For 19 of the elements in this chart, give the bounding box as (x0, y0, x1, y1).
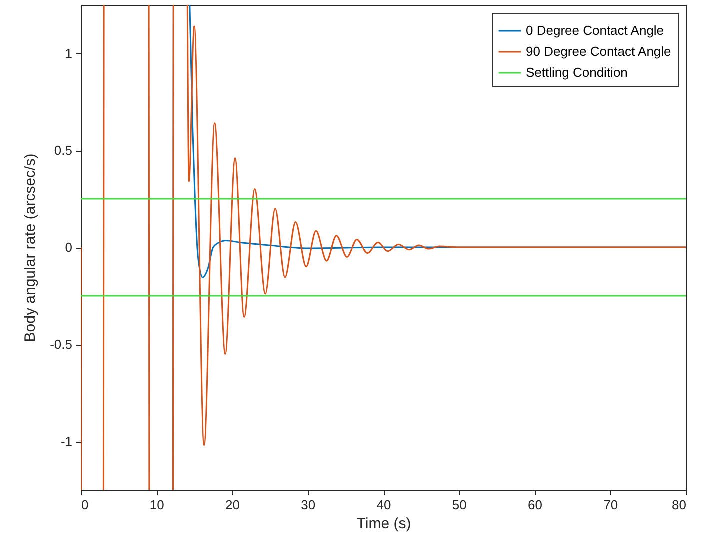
legend-label: 0 Degree Contact Angle (526, 23, 664, 38)
x-tick-label: 20 (226, 498, 240, 512)
x-tick-label: 70 (604, 498, 618, 512)
y-tick-label: -1 (60, 434, 72, 449)
x-tick-label: 0 (82, 498, 89, 512)
x-tick-label: 80 (672, 498, 686, 512)
x-tick-label: 50 (452, 498, 467, 512)
y-tick-label: 1 (65, 46, 72, 61)
x-tick-label: 40 (376, 498, 392, 512)
y-tick-label: 0.5 (54, 143, 72, 158)
legend-label: Settling Condition (526, 65, 628, 80)
x-axis-title: Time (s) (356, 516, 412, 532)
x-tick-label: 30 (301, 498, 316, 512)
x-tick-label: 60 (528, 498, 542, 512)
y-axis-title: Body angular rate (arcsec/s) (22, 154, 40, 342)
x-tick-label: 10 (150, 498, 164, 512)
y-tick-label: 0 (65, 240, 72, 255)
legend-label: 90 Degree Contact Angle (526, 44, 672, 59)
y-tick-label: -0.5 (50, 337, 72, 352)
